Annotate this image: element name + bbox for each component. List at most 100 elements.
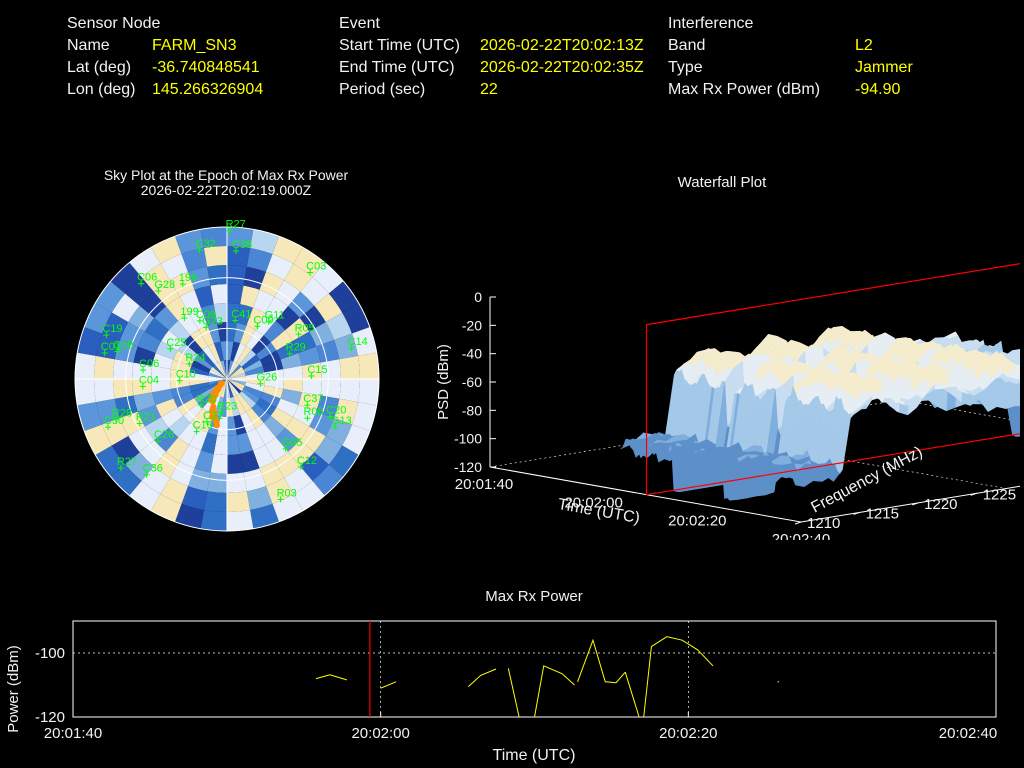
satellite-marker	[101, 350, 108, 357]
line-chart-grid	[72, 620, 997, 718]
satellite-label: G11	[265, 310, 285, 322]
sky-cell	[188, 468, 211, 492]
sky-cell	[152, 388, 174, 405]
sky-plot: Sky Plot at the Epoch of Max Rx Power 20…	[74, 167, 380, 532]
sky-cell	[227, 472, 247, 493]
sky-cell	[265, 254, 294, 281]
sky-cell	[102, 312, 129, 341]
sky-cell	[274, 280, 301, 307]
satellite-marker	[257, 380, 264, 387]
satellite-label: C10	[176, 369, 196, 381]
satellite-marker	[103, 332, 110, 339]
sky-cell	[110, 262, 142, 294]
power-trace-segment	[507, 668, 520, 718]
sky-cell	[233, 414, 247, 436]
satellite-marker	[332, 424, 339, 431]
sky-cell	[241, 354, 260, 370]
sky-cell	[292, 331, 317, 354]
sky-cell	[170, 385, 192, 399]
sky-cell	[227, 303, 241, 323]
power-trace-segment	[577, 638, 626, 684]
sky-cell	[202, 346, 218, 365]
sky-cell	[151, 379, 171, 393]
sky-cell	[288, 440, 315, 467]
sky-plot-subtitle: 2026-02-22T20:02:19.000Z	[141, 182, 312, 198]
sky-cell	[259, 350, 281, 367]
line-chart-frame	[72, 620, 997, 718]
sky-cell	[233, 395, 246, 415]
sky-cell	[227, 491, 251, 512]
sky-cell	[213, 435, 227, 455]
sky-cell	[77, 327, 103, 356]
satellite-label: R23	[217, 400, 237, 412]
sky-cell	[155, 398, 178, 417]
sky-cell	[201, 304, 218, 326]
sky-cell	[264, 369, 284, 379]
sky-cell	[94, 379, 115, 403]
sky-cell	[173, 391, 195, 408]
sky-cell	[239, 349, 257, 367]
sky-cell	[284, 466, 313, 495]
sky-cell	[128, 305, 155, 332]
waterfall-z-tick-label: -60	[462, 374, 482, 390]
power-trace-segment	[315, 674, 347, 681]
satellite-marker	[196, 247, 203, 254]
sky-cell	[189, 382, 210, 392]
sky-cell	[227, 379, 231, 398]
sky-cell	[160, 254, 189, 281]
sensor-lon-value: 145.266326904	[152, 81, 264, 98]
line-chart-xlabel: Time (UTC)	[493, 747, 576, 764]
sky-cell	[177, 342, 198, 360]
sky-cell	[179, 289, 202, 314]
sky-cell	[129, 480, 161, 511]
sky-cell	[227, 360, 231, 379]
satellite-marker	[196, 317, 203, 324]
line-chart-x-tick-label: 20:02:20	[659, 725, 717, 742]
waterfall-z-tick-label: -20	[462, 317, 482, 333]
sky-cell	[280, 388, 302, 405]
sky-cell	[233, 322, 247, 344]
waterfall-y-tick-label: 1215	[866, 505, 899, 522]
sky-cell	[246, 307, 265, 330]
sky-cell	[233, 343, 246, 363]
sky-cell	[183, 403, 203, 423]
sky-cell	[161, 407, 184, 428]
sky-cell	[223, 379, 227, 398]
waterfall-z-tick-label: -40	[462, 346, 482, 362]
jammer-track	[208, 380, 225, 429]
sky-cell	[209, 369, 227, 379]
satellite-marker	[197, 402, 204, 409]
satellite-label: C12	[297, 455, 317, 467]
sky-cell	[84, 303, 112, 334]
event-start-label: Start Time (UTC)	[339, 37, 460, 54]
sky-cell	[272, 236, 303, 264]
sky-cell	[316, 395, 340, 418]
sky-cell	[262, 385, 284, 399]
sky-cell	[139, 291, 166, 318]
sky-cell	[227, 360, 234, 379]
sky-cell	[255, 313, 276, 336]
sensor-lat-label: Lat (deg)	[67, 59, 132, 76]
satellite-label: C36	[143, 463, 163, 475]
sky-cell	[312, 464, 344, 496]
sky-cell	[230, 341, 240, 362]
waterfall-time-marker	[645, 263, 1020, 496]
line-chart-x-tick-label: 20:02:00	[351, 725, 409, 742]
sky-cell	[241, 388, 260, 404]
satellite-marker	[232, 247, 239, 254]
sky-cell	[181, 486, 208, 510]
satellite-marker	[308, 373, 315, 380]
sky-cell	[240, 285, 260, 308]
satellite-marker	[286, 350, 293, 357]
sky-cell	[246, 329, 264, 350]
sky-cell	[210, 366, 227, 379]
waterfall-surface	[620, 325, 1020, 501]
sky-cell	[170, 379, 190, 389]
sky-cell	[183, 335, 203, 355]
sky-cell	[244, 366, 265, 376]
satellite-label: C25	[166, 337, 186, 349]
satellite-marker	[176, 377, 183, 384]
jammer-track-point	[217, 380, 224, 387]
satellite-marker	[138, 280, 145, 287]
satellite-marker	[295, 331, 302, 338]
